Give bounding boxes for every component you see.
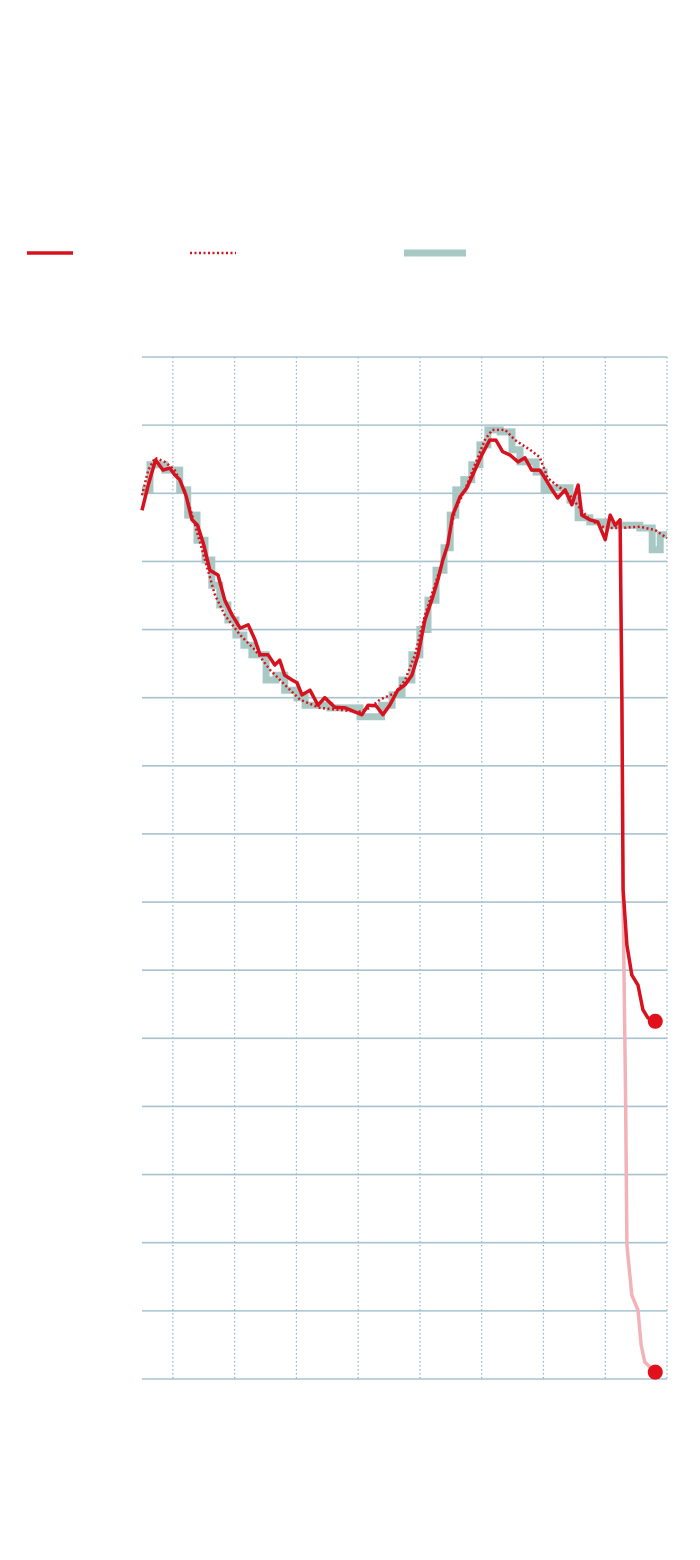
series-line: [142, 426, 667, 721]
end-marker: [647, 1013, 663, 1029]
series-line: [140, 438, 657, 1023]
series-line: [140, 428, 668, 714]
grid: [142, 356, 668, 1380]
end-marker: [647, 1364, 663, 1380]
plot-area: [140, 426, 668, 1380]
